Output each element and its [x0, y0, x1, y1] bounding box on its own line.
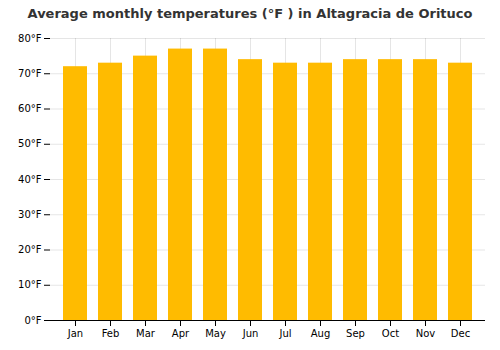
svg-text:60°F: 60°F — [18, 103, 42, 114]
svg-text:Jun: Jun — [242, 328, 259, 339]
svg-text:Nov: Nov — [416, 328, 436, 339]
html-text:Average monthly temperatures (: Average monthly temperatures (°F ) in Al… — [27, 6, 473, 21]
svg-text:Mar: Mar — [136, 328, 156, 339]
svg-text:20°F: 20°F — [18, 244, 42, 255]
svg-text:Feb: Feb — [102, 328, 120, 339]
svg-text:Dec: Dec — [451, 328, 470, 339]
svg-text:40°F: 40°F — [18, 174, 42, 185]
svg-text:May: May — [205, 328, 226, 339]
svg-text:0°F: 0°F — [24, 315, 41, 326]
svg-text:Apr: Apr — [172, 328, 190, 339]
svg-text:Jul: Jul — [278, 328, 291, 339]
svg-text:Sep: Sep — [346, 328, 365, 339]
svg-text:50°F: 50°F — [18, 138, 42, 149]
svg-text:10°F: 10°F — [18, 279, 42, 290]
svg-text:Oct: Oct — [382, 328, 399, 339]
svg-text:Aug: Aug — [311, 328, 331, 339]
svg-text:70°F: 70°F — [18, 68, 42, 79]
svg-text:30°F: 30°F — [18, 209, 42, 220]
svg-text:80°F: 80°F — [18, 33, 42, 44]
svg-text:Jan: Jan — [67, 328, 83, 339]
